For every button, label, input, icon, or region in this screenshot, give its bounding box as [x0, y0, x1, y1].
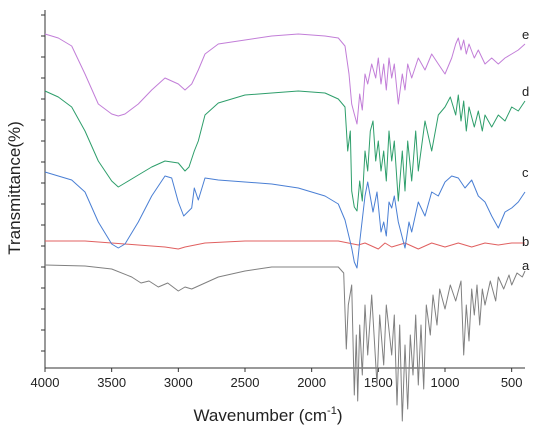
x-tick-label: 3500	[97, 375, 126, 390]
series-line-c	[44, 171, 526, 269]
y-axis-ticks	[41, 14, 45, 352]
x-tick-label: 1000	[431, 375, 460, 390]
x-tick-label: 3000	[164, 375, 193, 390]
x-axis-ticks: 4000 3500 3000 2500 2000 1500 1000 500	[31, 368, 523, 390]
x-tick-label: 1500	[364, 375, 393, 390]
plot-area: 4000 3500 3000 2500 2000 1500 1000 500 ab c d e	[31, 10, 530, 422]
series-label-d: d	[522, 84, 529, 99]
series-label-e: e	[522, 27, 529, 42]
x-tick-label: 500	[501, 375, 523, 390]
x-axis-title-superscript: -1	[327, 405, 337, 417]
series-label-b: b	[522, 234, 529, 249]
series-line-a	[44, 264, 526, 422]
series-line-d	[44, 90, 526, 212]
x-tick-label: 4000	[31, 375, 60, 390]
series-line-b	[45, 240, 525, 250]
x-tick-label: 2500	[231, 375, 260, 390]
x-axis-title: Wavenumber (cm-1)	[194, 405, 343, 425]
x-axis-title-main: Wavenumber (cm	[194, 406, 328, 425]
x-axis-title-close: )	[337, 406, 343, 425]
series-label-c: c	[522, 165, 529, 180]
series-layer: ab c d e	[44, 27, 530, 422]
series-label-a: a	[522, 258, 530, 273]
y-axis-title: Transmittance(%)	[5, 121, 24, 255]
x-tick-label: 2000	[297, 375, 326, 390]
series-line-e	[44, 33, 526, 125]
